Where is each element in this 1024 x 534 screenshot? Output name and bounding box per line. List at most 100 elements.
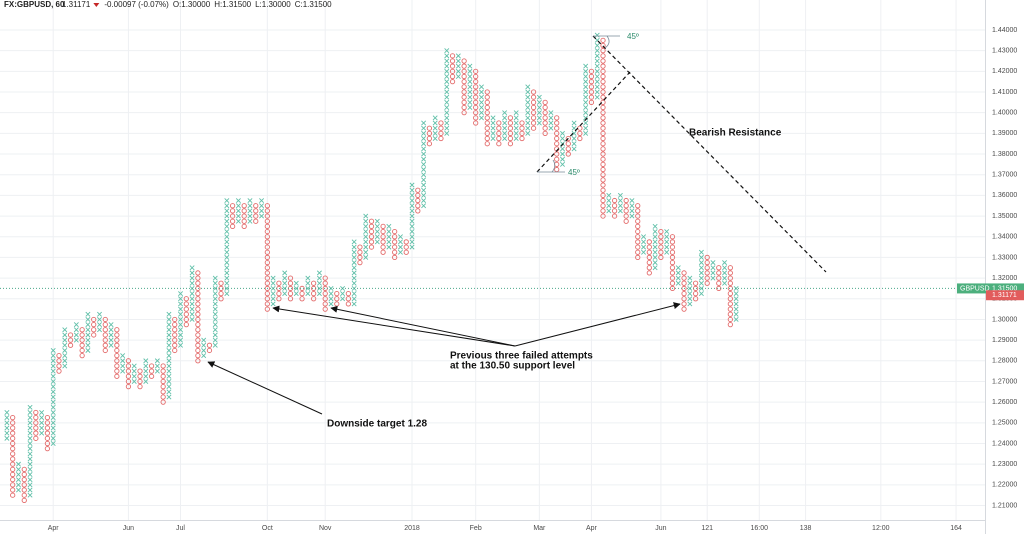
x-box [351, 249, 357, 255]
o-box [195, 285, 201, 292]
x-box [571, 141, 577, 147]
pf-column [560, 130, 565, 167]
pf-column [530, 89, 537, 131]
o-box [218, 296, 224, 302]
o-box [137, 368, 143, 374]
y-tick-label: 1.38000 [992, 151, 1017, 158]
o-box [195, 353, 201, 359]
x-box [224, 254, 230, 260]
o-box [692, 280, 699, 286]
pf-column [507, 115, 514, 147]
x-box [120, 363, 126, 369]
o-box [716, 270, 722, 276]
o-box [426, 125, 433, 131]
pf-column [131, 363, 137, 384]
x-box [212, 296, 218, 302]
x-box [120, 353, 126, 359]
x-box [594, 74, 600, 79]
o-box [229, 223, 236, 230]
o-box [542, 104, 548, 111]
arrow [330, 305, 516, 347]
o-box [507, 120, 514, 126]
x-box [85, 342, 91, 348]
o-box [438, 135, 444, 142]
o-box [21, 482, 27, 488]
x-box [525, 120, 531, 126]
o-box [461, 63, 467, 69]
x-box [560, 151, 565, 157]
x-box [351, 254, 357, 260]
o-box [727, 265, 733, 271]
x-box [270, 291, 276, 297]
o-box [600, 135, 606, 142]
pf-column [484, 89, 490, 147]
pf-column [478, 84, 484, 121]
x-box [548, 110, 554, 116]
x-box [212, 275, 218, 281]
o-box [669, 280, 676, 286]
pf-column [259, 198, 265, 219]
o-box [10, 466, 16, 472]
y-tick-label: 1.44000 [992, 27, 1017, 34]
o-box [449, 63, 456, 69]
x-box [27, 482, 33, 488]
x-box [455, 68, 461, 74]
o-box [264, 254, 270, 261]
pf-column [224, 198, 230, 297]
o-box [507, 125, 514, 131]
x-box [455, 58, 461, 64]
pf-column [305, 275, 311, 297]
x-box [502, 120, 508, 126]
x-box [421, 198, 427, 204]
resistance-trend-line [592, 35, 827, 273]
x-box [178, 311, 184, 317]
x-box [698, 265, 704, 271]
x-box [432, 125, 438, 131]
o-box [449, 53, 456, 59]
pf-column [120, 353, 126, 374]
x-box [316, 270, 322, 276]
x-box [421, 146, 427, 152]
pf-column [97, 311, 102, 333]
pf-column [218, 280, 224, 302]
x-box [212, 280, 218, 286]
x-box [27, 409, 33, 415]
x-box [212, 316, 218, 322]
close-price-label: 1.31171 [992, 292, 1017, 299]
o-box [10, 487, 16, 493]
pf-column [85, 311, 91, 353]
o-box [264, 265, 270, 271]
o-box [473, 115, 479, 121]
x-box [432, 136, 438, 142]
x-box [444, 120, 450, 126]
pf-column [363, 213, 369, 260]
pf-column [154, 358, 160, 374]
x-box [247, 203, 253, 209]
pf-column [635, 203, 641, 261]
x-box [340, 296, 346, 302]
o-box [79, 327, 85, 333]
o-box [588, 99, 595, 105]
x-box [594, 68, 600, 74]
o-box [484, 104, 490, 111]
o-box [264, 239, 270, 245]
x-box [548, 115, 554, 121]
o-box [438, 130, 444, 136]
o-box [264, 249, 270, 255]
x-box [478, 89, 484, 95]
x-tick-label: 12:00 [872, 525, 890, 532]
x-box [594, 84, 600, 90]
o-box [241, 223, 247, 230]
o-box [473, 84, 479, 90]
y-tick-label: 1.26000 [992, 399, 1017, 406]
o-box [33, 435, 39, 441]
o-box [704, 265, 710, 271]
o-box [148, 368, 155, 374]
x-box [594, 32, 600, 38]
x-box [687, 301, 693, 307]
pf-column [311, 280, 317, 302]
x-box [409, 234, 415, 240]
x-tick-label: Jun [655, 525, 666, 532]
o-box [403, 244, 409, 250]
